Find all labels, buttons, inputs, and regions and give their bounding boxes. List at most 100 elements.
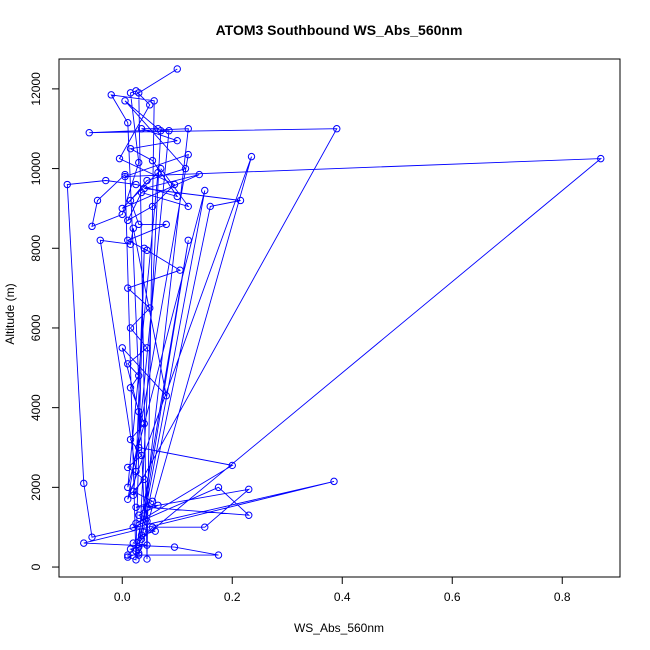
data-point	[126, 196, 135, 205]
data-point	[102, 176, 110, 185]
data-point	[214, 551, 223, 559]
x-tick-label: 0.2	[224, 590, 241, 604]
data-point	[126, 324, 135, 332]
data-point	[115, 154, 124, 163]
data-point	[135, 443, 143, 452]
data-series	[63, 65, 605, 564]
data-point	[143, 541, 151, 549]
data-point	[135, 549, 143, 557]
data-point	[121, 170, 129, 179]
data-point	[137, 531, 146, 539]
data-point	[140, 475, 148, 484]
data-point	[201, 523, 209, 531]
x-tick-label: 0.4	[334, 590, 351, 604]
data-point	[143, 246, 151, 254]
data-point	[80, 539, 88, 547]
data-point	[126, 384, 135, 392]
y-tick-label: 8000	[29, 235, 43, 262]
data-point	[137, 188, 146, 197]
data-point	[184, 150, 192, 159]
y-tick-label: 10000	[29, 152, 43, 186]
data-point	[143, 503, 151, 511]
data-point	[143, 517, 151, 525]
data-point	[245, 511, 253, 519]
data-point	[132, 503, 140, 511]
y-axis-label: Altitude (m)	[3, 283, 17, 344]
data-point	[597, 154, 605, 163]
x-tick-label: 0.8	[554, 590, 571, 604]
data-point	[135, 407, 143, 416]
data-point	[129, 539, 137, 547]
data-point	[135, 372, 143, 380]
data-point	[80, 479, 88, 488]
data-point	[88, 533, 96, 541]
y-tick-label: 6000	[29, 314, 43, 341]
data-point	[170, 180, 179, 189]
data-point	[135, 511, 143, 519]
x-axis: 0.0 0.2 0.4 0.6 0.8	[114, 576, 571, 604]
data-point	[126, 545, 135, 553]
y-tick-label: 2000	[29, 474, 43, 501]
x-axis-label: WS_Abs_560nm	[294, 621, 384, 635]
data-point	[146, 101, 154, 109]
data-point	[126, 435, 135, 444]
data-point	[132, 180, 140, 189]
y-tick-label: 4000	[29, 394, 43, 421]
chart-title: ATOM3 Southbound WS_Abs_560nm	[216, 22, 463, 38]
data-point	[124, 463, 132, 472]
data-point	[124, 119, 132, 127]
data-point	[135, 158, 143, 167]
data-point	[124, 483, 132, 492]
data-point	[124, 216, 132, 225]
data-point	[165, 127, 173, 135]
data-point	[107, 91, 115, 99]
data-point	[146, 304, 154, 312]
data-point	[129, 224, 137, 233]
data-point	[124, 236, 132, 245]
data-point	[201, 186, 209, 195]
data-point	[176, 266, 184, 274]
series-line	[66, 68, 603, 561]
data-point	[162, 220, 170, 229]
data-point	[126, 144, 135, 153]
data-point	[154, 125, 162, 133]
x-tick-label: 0.6	[444, 590, 461, 604]
data-point	[162, 392, 170, 400]
data-point	[96, 236, 104, 245]
data-point	[228, 461, 236, 470]
data-point	[85, 129, 93, 137]
data-point	[148, 202, 157, 211]
data-point	[124, 360, 132, 368]
data-point	[195, 170, 203, 179]
data-point	[173, 136, 181, 145]
data-point	[143, 176, 151, 185]
data-point	[129, 487, 137, 496]
data-point	[157, 164, 165, 173]
data-point	[140, 419, 148, 428]
data-point	[330, 477, 338, 486]
data-point	[93, 196, 102, 205]
data-point	[151, 527, 159, 535]
data-point	[124, 553, 132, 561]
data-point	[137, 535, 146, 543]
data-point	[135, 220, 143, 229]
data-point	[121, 172, 129, 181]
data-point	[173, 65, 181, 73]
data-point	[184, 202, 192, 211]
data-point	[143, 344, 151, 352]
data-point	[129, 523, 137, 531]
data-point	[143, 555, 151, 563]
y-tick-label: 0	[29, 563, 43, 570]
data-point	[184, 125, 192, 133]
data-point	[132, 556, 140, 564]
data-point	[245, 485, 253, 494]
data-point	[150, 97, 158, 105]
data-point	[88, 222, 96, 231]
data-point	[247, 152, 256, 161]
data-point	[184, 236, 192, 245]
data-point	[63, 180, 71, 189]
data-point	[137, 125, 146, 133]
data-point	[137, 451, 146, 460]
y-tick-label: 12000	[29, 72, 43, 106]
